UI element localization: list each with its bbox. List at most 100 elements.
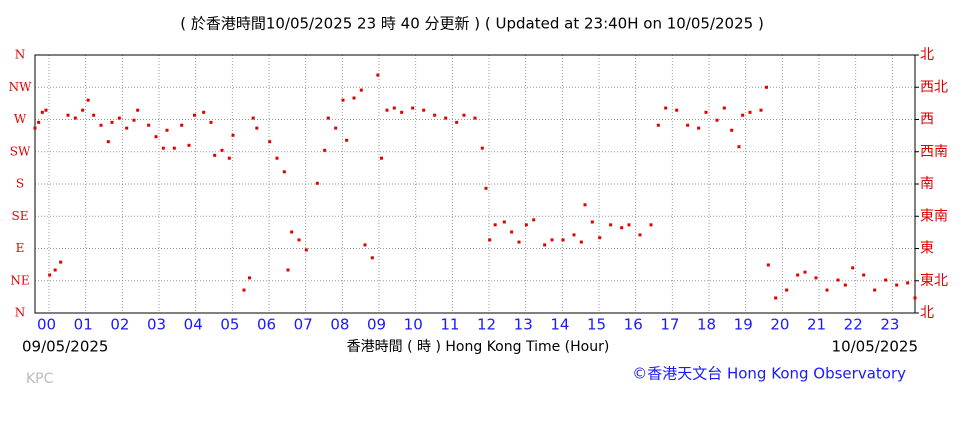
point [231, 133, 235, 137]
y-tick-label: E [16, 241, 25, 255]
x-tick-label: 08 [330, 316, 349, 334]
point [638, 233, 642, 237]
point [227, 156, 231, 160]
x-tick-label: 05 [220, 316, 239, 334]
point [550, 238, 554, 242]
y2-tick-label: 西南 [920, 144, 948, 160]
end-date: 10/05/2025 [832, 338, 918, 356]
point [473, 116, 477, 120]
point [202, 110, 206, 114]
plot-frame [34, 54, 916, 314]
point [304, 248, 308, 252]
point [172, 146, 176, 150]
y2-tick-label: 東北 [920, 273, 948, 289]
point [697, 126, 701, 130]
point [286, 268, 290, 272]
point [341, 98, 345, 102]
y2-tick-label: 南 [920, 176, 934, 192]
point [510, 230, 514, 234]
y-tick-label: SE [12, 209, 29, 223]
point [392, 106, 396, 110]
point [363, 243, 367, 247]
point [66, 113, 70, 117]
point [851, 266, 855, 270]
point [517, 240, 521, 244]
point [53, 268, 57, 272]
point [895, 283, 899, 287]
x-tick-label: 19 [734, 316, 753, 334]
point [825, 288, 829, 292]
point [561, 238, 565, 242]
point [598, 236, 602, 240]
point [106, 140, 110, 144]
point [290, 230, 294, 234]
point [81, 108, 85, 112]
point [99, 123, 103, 127]
point [193, 113, 196, 117]
x-tick-label: 15 [587, 316, 606, 334]
point [524, 223, 528, 227]
x-tick-label: 11 [440, 316, 459, 334]
point [455, 120, 459, 124]
point [480, 146, 484, 150]
y2-tick-label: 東南 [920, 208, 948, 224]
point [590, 220, 594, 224]
point [433, 113, 437, 117]
y-tick-label: N [15, 306, 26, 320]
point [759, 108, 763, 112]
y2-tick-label: 東 [920, 241, 934, 257]
y-tick-label: NW [9, 80, 33, 94]
point [462, 113, 466, 117]
point [843, 283, 847, 287]
point [187, 143, 191, 147]
station-code: KPC [26, 371, 54, 387]
point [275, 156, 279, 160]
point [352, 96, 356, 100]
point [251, 116, 255, 120]
x-tick-label: 06 [257, 316, 276, 334]
point [543, 243, 547, 247]
x-tick-label: 12 [477, 316, 496, 334]
point [255, 126, 259, 130]
y2-tick-label: 北 [920, 47, 934, 63]
x-tick-label: 07 [294, 316, 313, 334]
point [220, 148, 224, 152]
x-tick-label: 16 [624, 316, 643, 334]
point [686, 123, 690, 127]
point [213, 153, 217, 157]
point [715, 118, 719, 122]
point [334, 126, 338, 130]
point [411, 106, 415, 110]
y2-tick-label: 西 [920, 112, 934, 128]
point [242, 288, 246, 292]
x-tick-label: 13 [514, 316, 533, 334]
point [488, 238, 492, 242]
point [774, 296, 778, 300]
x-tick-label: 20 [770, 316, 789, 334]
point [297, 238, 301, 242]
point [147, 123, 151, 127]
point [913, 296, 917, 300]
x-tick-label: 10 [404, 316, 423, 334]
point [579, 240, 583, 244]
point [86, 98, 90, 102]
point [400, 110, 404, 114]
point [180, 123, 184, 127]
point [730, 128, 734, 132]
point [444, 116, 448, 120]
point [656, 123, 660, 127]
point [785, 288, 789, 292]
point [675, 108, 679, 112]
x-axis-label: 香港時間 ( 時 ) Hong Kong Time (Hour) [347, 339, 610, 355]
point [484, 186, 488, 190]
y2-tick-label: 北 [920, 305, 934, 321]
point [376, 73, 380, 77]
y-tick-label: NE [10, 273, 29, 287]
point [136, 108, 140, 112]
x-tick-label: 22 [844, 316, 863, 334]
point [814, 276, 818, 280]
point [161, 146, 165, 150]
point [583, 203, 587, 207]
point [627, 223, 631, 227]
point [380, 156, 383, 160]
